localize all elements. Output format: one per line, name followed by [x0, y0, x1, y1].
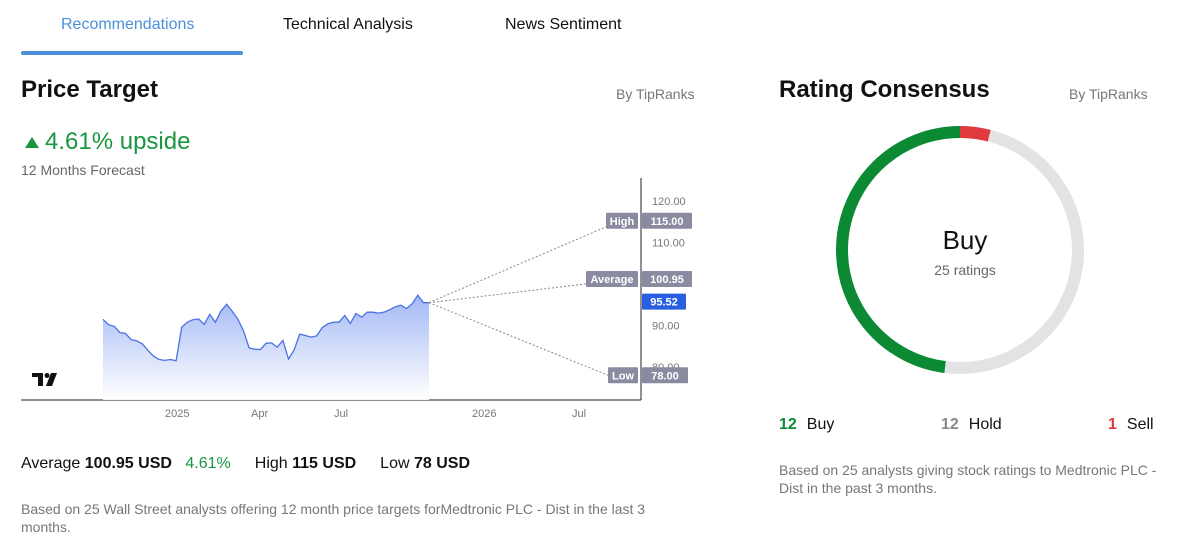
- average-value: 100.95 USD: [84, 455, 172, 472]
- tradingview-logo-icon: [32, 373, 57, 386]
- sell-count: 1: [1108, 416, 1117, 433]
- sell-label: Sell: [1126, 416, 1154, 433]
- average-stat: Average 100.95 USD 4.61%: [21, 455, 231, 473]
- price-target-byline: By TipRanks: [616, 86, 695, 102]
- consensus-rating: Buy: [942, 225, 988, 255]
- projection-line-low: [428, 302, 619, 380]
- rating-consensus-title: Rating Consensus: [779, 76, 990, 103]
- ratings-count: 25 ratings: [934, 262, 996, 278]
- donut-center: Buy 25 ratings: [835, 225, 1095, 278]
- price-area: [103, 295, 429, 400]
- high-label-text: High: [610, 216, 635, 228]
- average-label-text: Average: [590, 274, 633, 286]
- price-target-note: Based on 25 Wall Street analysts offerin…: [21, 501, 646, 535]
- rating-donut-chart: [836, 126, 1084, 374]
- price-target-chart: 120.00110.0090.0080.002025AprJul2026JulH…: [21, 178, 692, 420]
- low-value-box: [642, 367, 688, 384]
- current-price-box: [642, 293, 686, 310]
- donut-segment-hold: [836, 126, 1084, 374]
- y-tick-label: 120.00: [652, 196, 686, 208]
- tab-news-sentiment[interactable]: News Sentiment: [505, 16, 622, 33]
- tab-recommendations[interactable]: Recommendations: [61, 16, 195, 33]
- current-price-text: 95.52: [650, 297, 678, 309]
- average-value-text: 100.95: [650, 274, 684, 286]
- low-label-box: [608, 367, 638, 384]
- high-stat: High 115 USD: [255, 455, 356, 473]
- x-tick-label: Apr: [251, 408, 268, 420]
- y-tick-label: 110.00: [652, 238, 685, 250]
- low-label: Low: [380, 455, 410, 472]
- x-tick-label: 2026: [472, 408, 496, 420]
- hold-tally: 12 Hold: [941, 416, 1002, 434]
- upside-text: 4.61% upside: [45, 128, 191, 155]
- x-tick-label: Jul: [334, 408, 348, 420]
- y-tick-label: 90.00: [652, 321, 680, 333]
- donut-segment-buy: [836, 126, 1084, 374]
- average-pct: 4.61%: [185, 455, 231, 472]
- high-value-text: 115.00: [650, 216, 683, 228]
- low-label-text: Low: [612, 370, 634, 382]
- buy-tally: 12 Buy: [779, 416, 834, 434]
- consensus-note: Based on 25 analysts giving stock rating…: [779, 462, 1157, 496]
- projection-line-high: [428, 221, 619, 304]
- price-target-stats: Average 100.95 USD 4.61% High 115 USD Lo…: [21, 455, 494, 473]
- active-tab-indicator: [21, 51, 243, 55]
- high-value: 115 USD: [292, 455, 357, 472]
- price-line: [102, 294, 429, 362]
- average-value-box: [642, 271, 692, 288]
- buy-count: 12: [779, 416, 797, 433]
- low-value: 78 USD: [413, 455, 471, 472]
- hold-count: 12: [941, 416, 959, 433]
- low-value-text: 78.00: [651, 370, 679, 382]
- rating-consensus-byline: By TipRanks: [1069, 86, 1148, 102]
- high-label: High: [254, 455, 288, 472]
- buy-label: Buy: [806, 416, 835, 433]
- tab-bar: Recommendations Technical Analysis News …: [0, 0, 700, 56]
- x-tick-label: Jul: [572, 408, 586, 420]
- tab-technical-analysis[interactable]: Technical Analysis: [283, 16, 413, 33]
- high-value-box: [642, 212, 692, 229]
- arrow-up-icon: [25, 136, 39, 148]
- x-tick-label: 2025: [165, 408, 189, 420]
- price-target-title: Price Target: [21, 76, 158, 103]
- average-label-box: [586, 271, 638, 288]
- high-label-box: [606, 212, 638, 229]
- hold-label: Hold: [968, 416, 1002, 433]
- sell-tally: 1 Sell: [1108, 416, 1154, 434]
- average-label: Average: [21, 455, 81, 472]
- low-stat: Low 78 USD: [380, 455, 470, 473]
- upside-indicator: 4.61% upside: [25, 128, 190, 156]
- forecast-label: 12 Months Forecast: [21, 162, 145, 178]
